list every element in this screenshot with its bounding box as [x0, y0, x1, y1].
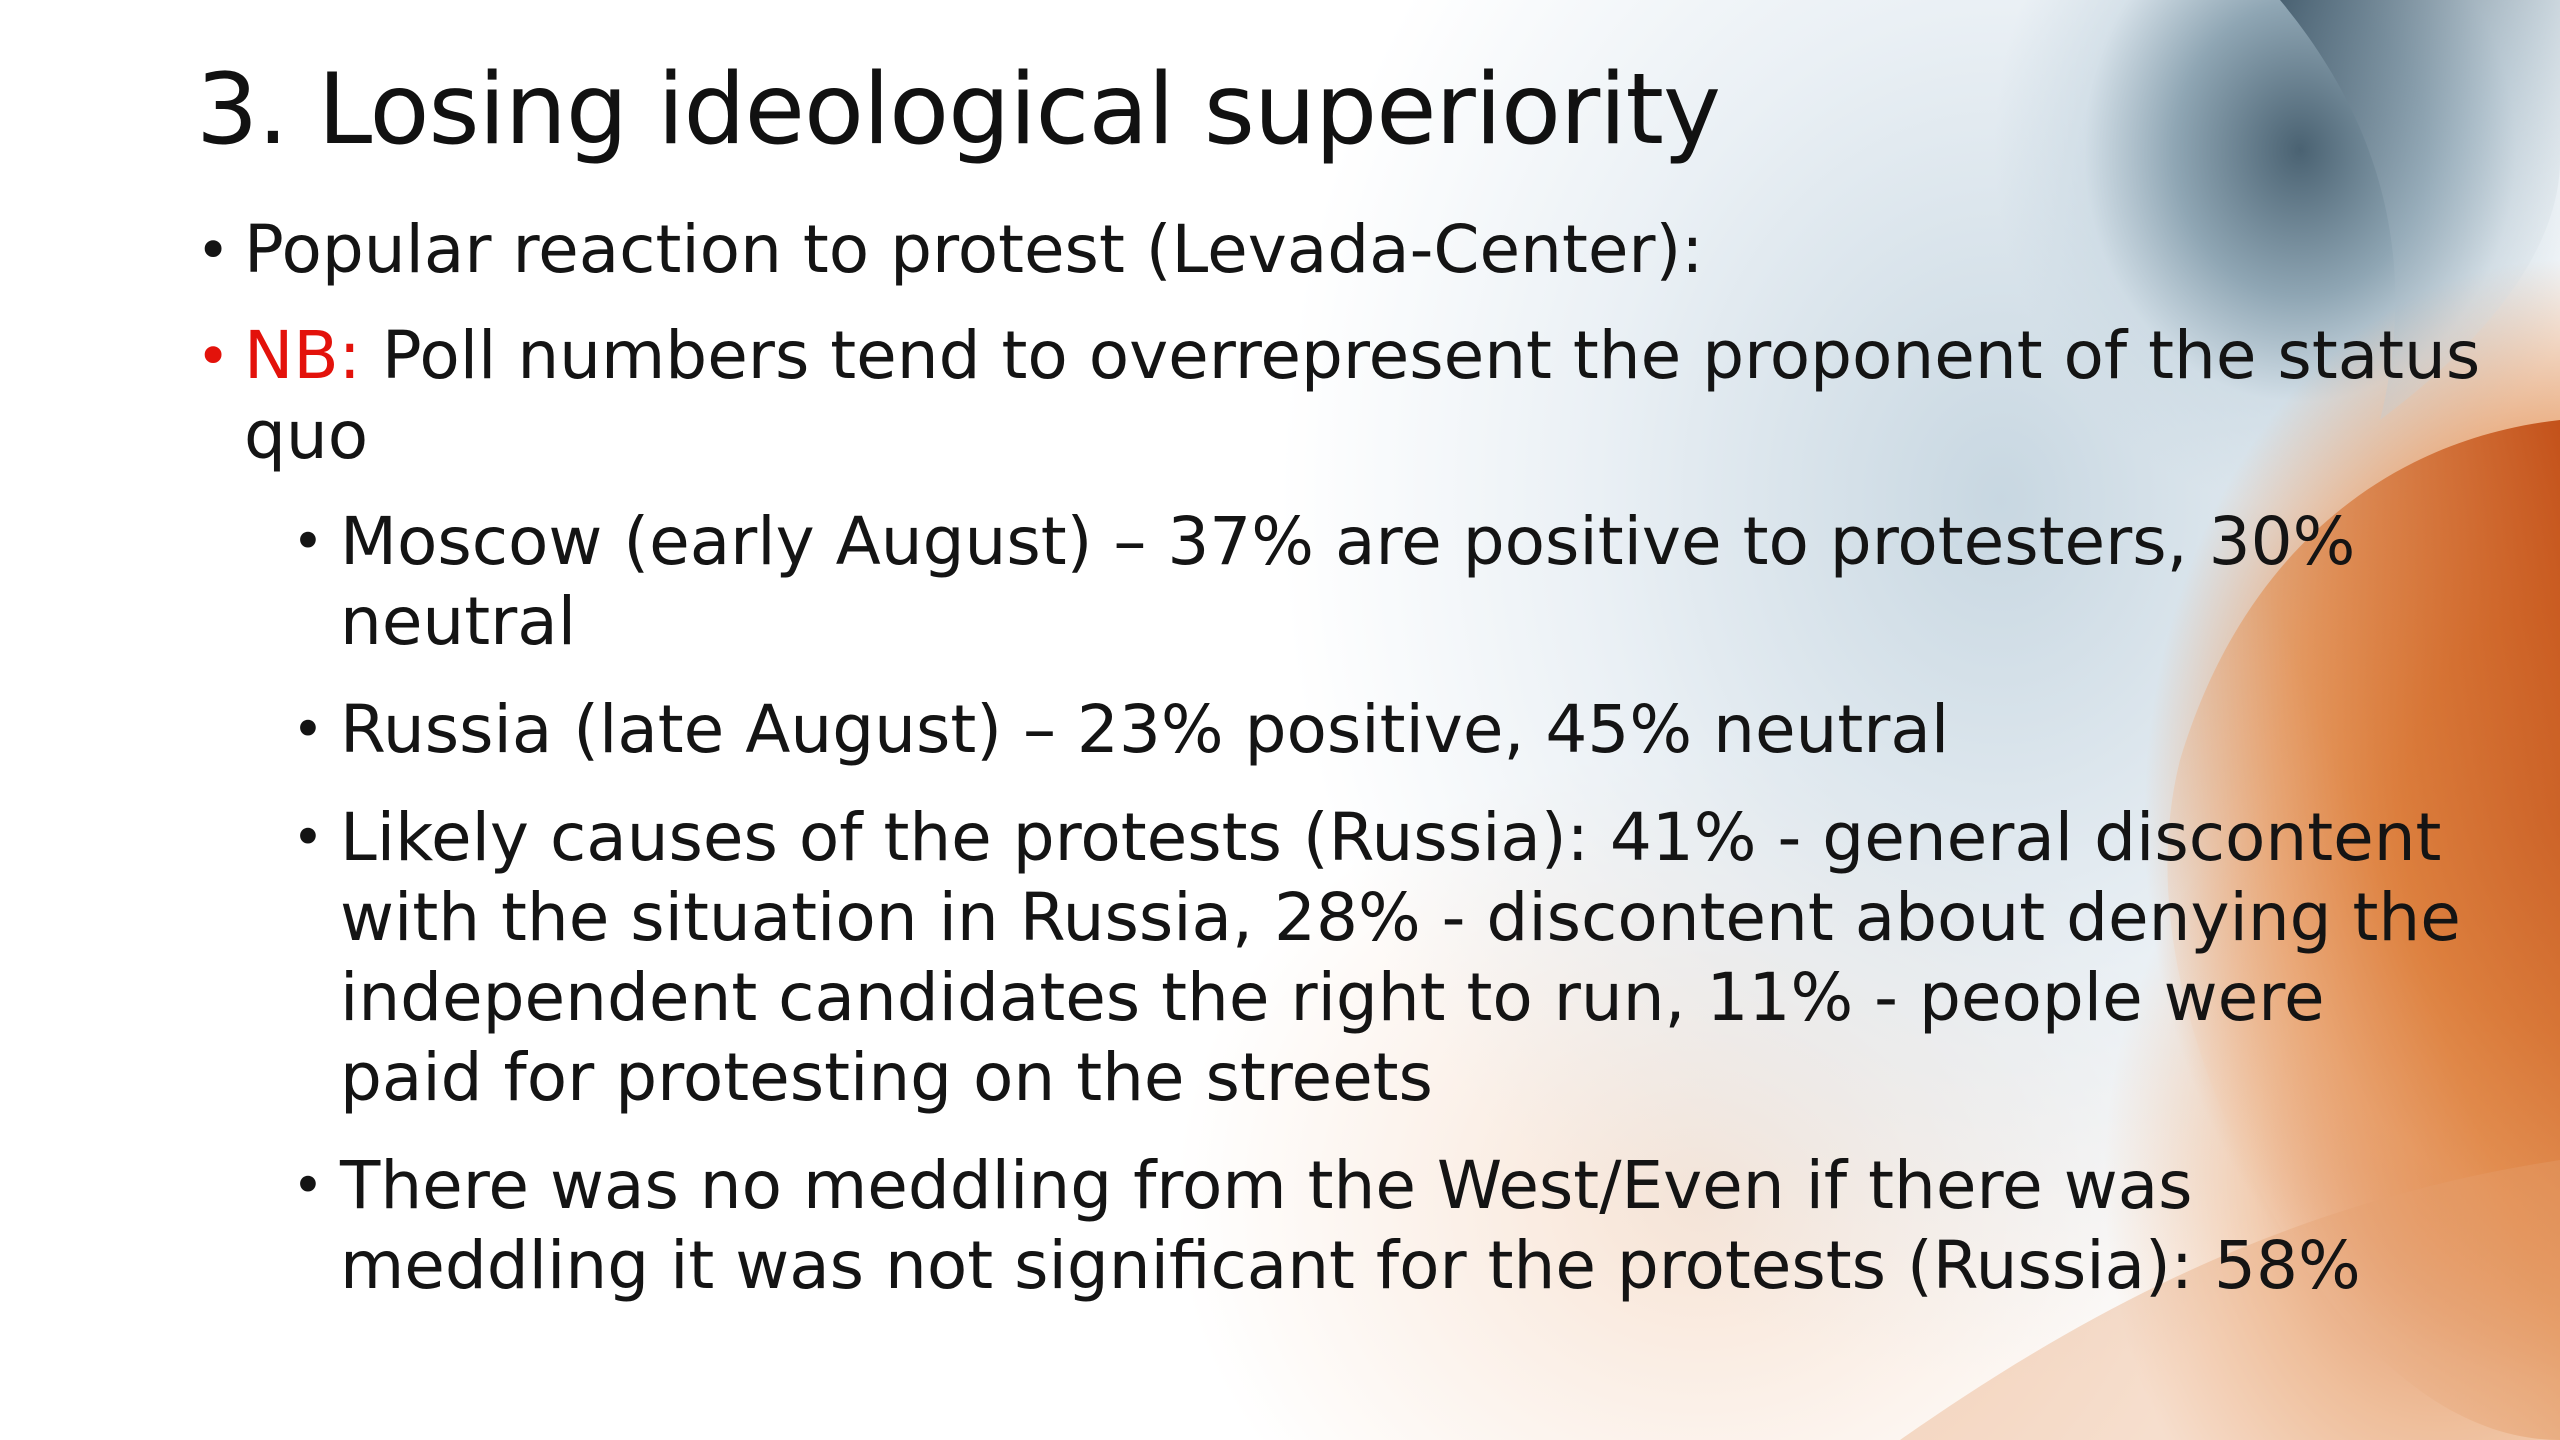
bullet-nb-note: • NB: Poll numbers tend to overrepresent… — [196, 316, 2486, 476]
sub-bullet-text: Russia (late August) – 23% positive, 45%… — [340, 691, 1950, 768]
bullet-glyph: • — [292, 1154, 324, 1217]
slide-title: 3. Losing ideological superiority — [196, 53, 1721, 167]
sub-bullet-text: There was no meddling from the West/Even… — [340, 1147, 2361, 1304]
bullet-list: • Popular reaction to protest (Levada-Ce… — [196, 210, 2486, 1334]
sub-bullet-moscow: • Moscow (early August) – 37% are positi… — [292, 502, 2486, 662]
sub-bullet-text: Likely causes of the protests (Russia): … — [340, 799, 2461, 1116]
bullet-text: Popular reaction to protest (Levada-Cent… — [244, 211, 1704, 288]
sub-bullet-russia: • Russia (late August) – 23% positive, 4… — [292, 690, 2486, 770]
bullet-glyph: • — [196, 322, 231, 390]
sub-bullet-meddling: • There was no meddling from the West/Ev… — [292, 1146, 2486, 1306]
bullet-popular-reaction: • Popular reaction to protest (Levada-Ce… — [196, 210, 2486, 290]
bullet-glyph: • — [196, 216, 231, 284]
sub-bullet-causes: • Likely causes of the protests (Russia)… — [292, 798, 2486, 1118]
bullet-glyph: • — [292, 806, 324, 869]
sub-bullet-text: Moscow (early August) – 37% are positive… — [340, 503, 2356, 660]
nb-label: NB: — [244, 317, 361, 394]
bullet-text: Poll numbers tend to overrepresent the p… — [244, 317, 2481, 474]
bullet-glyph: • — [292, 698, 324, 761]
bullet-glyph: • — [292, 510, 324, 573]
